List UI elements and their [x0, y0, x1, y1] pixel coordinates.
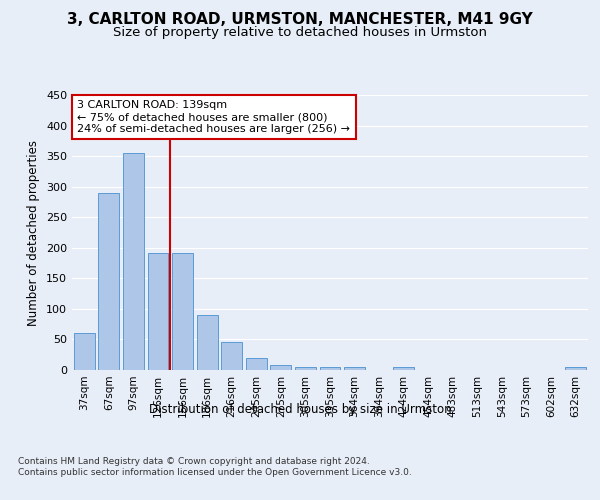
Bar [565, 367, 586, 370]
Bar [148, 252, 169, 370]
Text: 3, CARLTON ROAD, URMSTON, MANCHESTER, M41 9GY: 3, CARLTON ROAD, URMSTON, MANCHESTER, M4… [67, 12, 533, 28]
Bar [123, 153, 144, 370]
Bar [344, 367, 365, 370]
Text: Distribution of detached houses by size in Urmston: Distribution of detached houses by size … [149, 402, 451, 415]
Bar [246, 358, 267, 370]
Text: 3 CARLTON ROAD: 139sqm
← 75% of detached houses are smaller (800)
24% of semi-de: 3 CARLTON ROAD: 139sqm ← 75% of detached… [77, 100, 350, 134]
Bar [295, 367, 316, 370]
Y-axis label: Number of detached properties: Number of detached properties [28, 140, 40, 326]
Bar [271, 364, 292, 370]
Text: Contains HM Land Registry data © Crown copyright and database right 2024.
Contai: Contains HM Land Registry data © Crown c… [18, 458, 412, 477]
Bar [197, 315, 218, 370]
Bar [221, 342, 242, 370]
Text: Size of property relative to detached houses in Urmston: Size of property relative to detached ho… [113, 26, 487, 39]
Bar [320, 367, 340, 370]
Bar [393, 367, 414, 370]
Bar [172, 252, 193, 370]
Bar [74, 334, 95, 370]
Bar [98, 193, 119, 370]
